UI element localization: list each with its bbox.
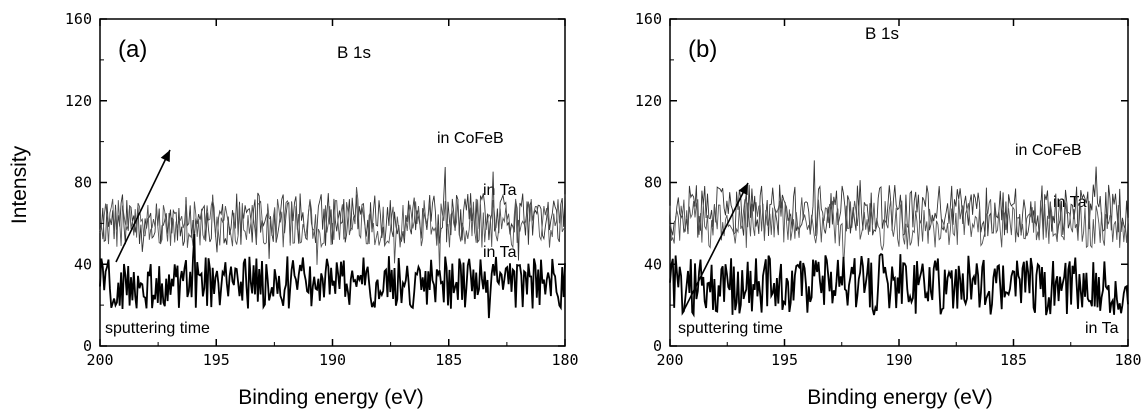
y-tick-label-b-4: 160 [635, 10, 662, 28]
y-tick-label-b-2: 80 [644, 174, 662, 192]
y-tick-label-a-0: 0 [83, 337, 92, 355]
series-label-cofeb-a: in CoFeB [437, 130, 504, 147]
sputtering-arrow-b [682, 182, 749, 313]
panel-label-a: (a) [118, 36, 147, 63]
x-axis-label-b: Binding energy (eV) [807, 386, 993, 409]
x-tick-label-a-2: 190 [319, 351, 346, 369]
x-axis-label: Binding energy (eV) [238, 386, 424, 409]
x-tick-label-b-0: 200 [656, 351, 683, 369]
panel-a: (a) B 1s in CoFeB in Ta in Ta sputtering… [65, 10, 579, 409]
x-axis-label-a: Binding energy (eV) [238, 386, 424, 409]
series-label-ta-bold-a: in Ta [483, 244, 517, 261]
x-tick-label-b-3: 185 [1000, 351, 1027, 369]
y-tick-label-b-1: 40 [644, 255, 662, 273]
series-line-a-1 [99, 186, 566, 273]
title-b: B 1s [865, 24, 899, 43]
x-tick-label-b-1: 195 [771, 351, 798, 369]
x-tick-label-b-4: 180 [1114, 351, 1141, 369]
series-line-a-0 [99, 166, 566, 261]
x-tick-label-a-4: 180 [551, 351, 578, 369]
sputtering-time-label-a: sputtering time [105, 320, 210, 337]
sputtering-arrowhead-a [160, 150, 170, 163]
y-tick-label-b-3: 120 [635, 92, 662, 110]
sputtering-arrowhead-b [738, 183, 748, 196]
title-a: B 1s [337, 43, 371, 62]
series-label-cofeb-b: in CoFeB [1015, 142, 1082, 159]
y-tick-label-b-0: 0 [653, 337, 662, 355]
series-line-b-1 [669, 197, 1129, 269]
x-tick-label-a-3: 185 [435, 351, 462, 369]
panel-b: (b) B 1s in CoFeB in Ta in Ta sputtering… [635, 10, 1142, 409]
y-tick-label-a-2: 80 [74, 174, 92, 192]
series-line-b-2 [669, 252, 1129, 318]
sputtering-arrow-a [115, 149, 171, 263]
x-tick-label-a-0: 200 [86, 351, 113, 369]
y-tick-label-a-3: 120 [65, 92, 92, 110]
y-axis-label: Intensity [8, 145, 31, 224]
x-tick-label-b-2: 190 [885, 351, 912, 369]
series-label-ta-bold-b: in Ta [1085, 320, 1119, 337]
series-label-ta-thin-a: in Ta [483, 182, 517, 199]
x-tick-label-a-1: 195 [203, 351, 230, 369]
sputtering-time-label-b: sputtering time [678, 320, 783, 337]
series-line-a-2 [99, 234, 566, 319]
y-tick-label-a-1: 40 [74, 255, 92, 273]
y-tick-label-a-4: 160 [65, 10, 92, 28]
panel-label-b: (b) [688, 36, 717, 63]
